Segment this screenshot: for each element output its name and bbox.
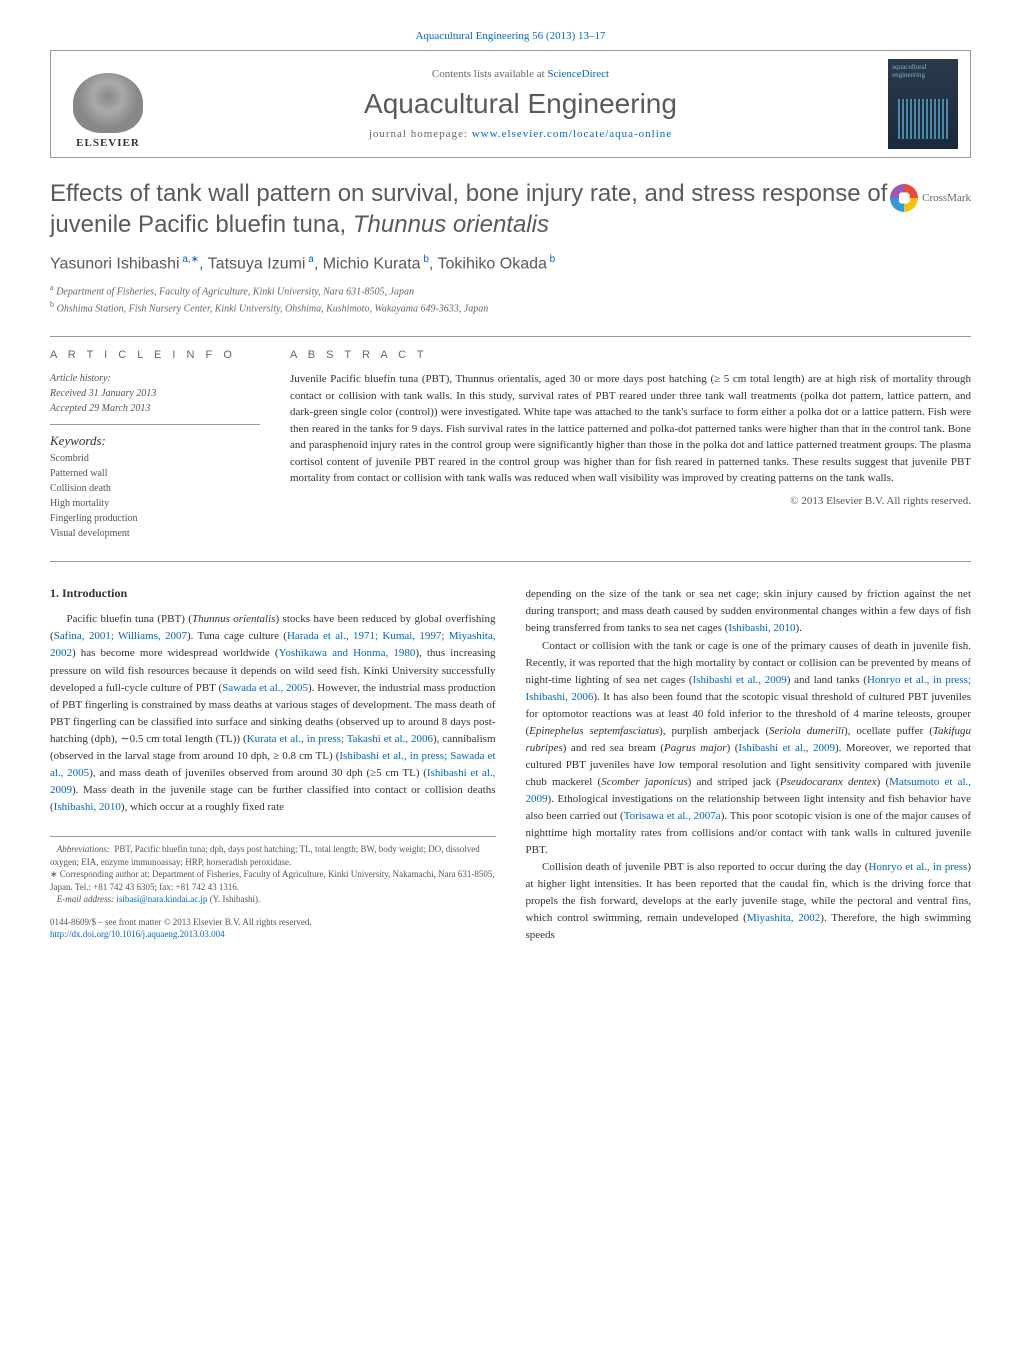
keyword: Visual development bbox=[50, 526, 260, 541]
corresponding-author: ∗ Corresponding author at: Department of… bbox=[50, 868, 496, 893]
journal-title: Aquacultural Engineering bbox=[153, 88, 888, 120]
body-columns: 1. Introduction Pacific bluefin tuna (PB… bbox=[50, 586, 971, 944]
abbreviations: Abbreviations: PBT, Pacific bluefin tuna… bbox=[50, 843, 496, 868]
right-column: depending on the size of the tank or sea… bbox=[526, 586, 972, 944]
keywords-list: Scombrid Patterned wall Collision death … bbox=[50, 451, 260, 541]
left-column: 1. Introduction Pacific bluefin tuna (PB… bbox=[50, 586, 496, 944]
keyword: Collision death bbox=[50, 481, 260, 496]
footer-meta: 0144-8609/$ – see front matter © 2013 El… bbox=[50, 916, 496, 941]
journal-header-box: ELSEVIER Contents lists available at Sci… bbox=[50, 50, 971, 158]
elsevier-logo: ELSEVIER bbox=[63, 59, 153, 149]
article-info-col: A R T I C L E I N F O Article history: R… bbox=[50, 349, 260, 541]
journal-center: Contents lists available at ScienceDirec… bbox=[153, 68, 888, 140]
issn-line: 0144-8609/$ – see front matter © 2013 El… bbox=[50, 916, 496, 929]
contents-prefix: Contents lists available at bbox=[432, 68, 547, 80]
abstract-text: Juvenile Pacific bluefin tuna (PBT), Thu… bbox=[290, 371, 971, 487]
keyword: Patterned wall bbox=[50, 466, 260, 481]
crossmark-label: CrossMark bbox=[922, 192, 971, 204]
abstract-copyright: © 2013 Elsevier B.V. All rights reserved… bbox=[290, 495, 971, 507]
history-label: Article history: bbox=[50, 371, 260, 386]
divider bbox=[50, 336, 971, 337]
doi-link[interactable]: http://dx.doi.org/10.1016/j.aquaeng.2013… bbox=[50, 929, 225, 939]
contents-line: Contents lists available at ScienceDirec… bbox=[153, 68, 888, 80]
footnotes: Abbreviations: PBT, Pacific bluefin tuna… bbox=[50, 836, 496, 906]
keyword: Scombrid bbox=[50, 451, 260, 466]
sciencedirect-link[interactable]: ScienceDirect bbox=[547, 68, 609, 80]
cover-stripes-icon bbox=[898, 99, 948, 139]
email-link[interactable]: isibasi@nara.kindai.ac.jp bbox=[116, 894, 207, 904]
abstract-col: A B S T R A C T Juvenile Pacific bluefin… bbox=[290, 349, 971, 541]
article-info-label: A R T I C L E I N F O bbox=[50, 349, 260, 361]
email-line: E-mail address: isibasi@nara.kindai.ac.j… bbox=[50, 893, 496, 906]
affiliation-b: b Ohshima Station, Fish Nursery Center, … bbox=[50, 299, 971, 316]
publisher-name: ELSEVIER bbox=[76, 137, 140, 149]
intro-text-left: Pacific bluefin tuna (PBT) (Thunnus orie… bbox=[50, 611, 496, 816]
journal-cover-thumbnail: aquacultural engineering bbox=[888, 59, 958, 149]
homepage-link[interactable]: www.elsevier.com/locate/aqua-online bbox=[472, 128, 672, 140]
received-date: Received 31 January 2013 bbox=[50, 386, 260, 401]
article-title: Effects of tank wall pattern on survival… bbox=[50, 178, 971, 240]
elsevier-tree-icon bbox=[73, 73, 143, 133]
authors-line: Yasunori Ishibashi a,∗, Tatsuya Izumi a,… bbox=[50, 254, 971, 273]
crossmark-badge[interactable]: CrossMark bbox=[890, 184, 971, 212]
homepage-prefix: journal homepage: bbox=[369, 128, 472, 140]
crossmark-icon bbox=[890, 184, 918, 212]
affiliation-a: a Department of Fisheries, Faculty of Ag… bbox=[50, 282, 971, 299]
intro-text-right: depending on the size of the tank or sea… bbox=[526, 586, 972, 944]
intro-heading: 1. Introduction bbox=[50, 586, 496, 601]
divider bbox=[50, 561, 971, 562]
info-abstract-row: A R T I C L E I N F O Article history: R… bbox=[50, 349, 971, 541]
keyword: Fingerling production bbox=[50, 511, 260, 526]
keyword: High mortality bbox=[50, 496, 260, 511]
accepted-date: Accepted 29 March 2013 bbox=[50, 401, 260, 416]
keywords-label: Keywords: bbox=[50, 433, 260, 449]
abstract-label: A B S T R A C T bbox=[290, 349, 971, 361]
journal-homepage: journal homepage: www.elsevier.com/locat… bbox=[153, 128, 888, 140]
article-history: Article history: Received 31 January 201… bbox=[50, 371, 260, 425]
journal-reference: Aquacultural Engineering 56 (2013) 13–17 bbox=[50, 30, 971, 42]
cover-text: aquacultural engineering bbox=[892, 63, 954, 79]
affiliations: a Department of Fisheries, Faculty of Ag… bbox=[50, 282, 971, 317]
journal-ref-link[interactable]: Aquacultural Engineering 56 (2013) 13–17 bbox=[415, 30, 605, 42]
